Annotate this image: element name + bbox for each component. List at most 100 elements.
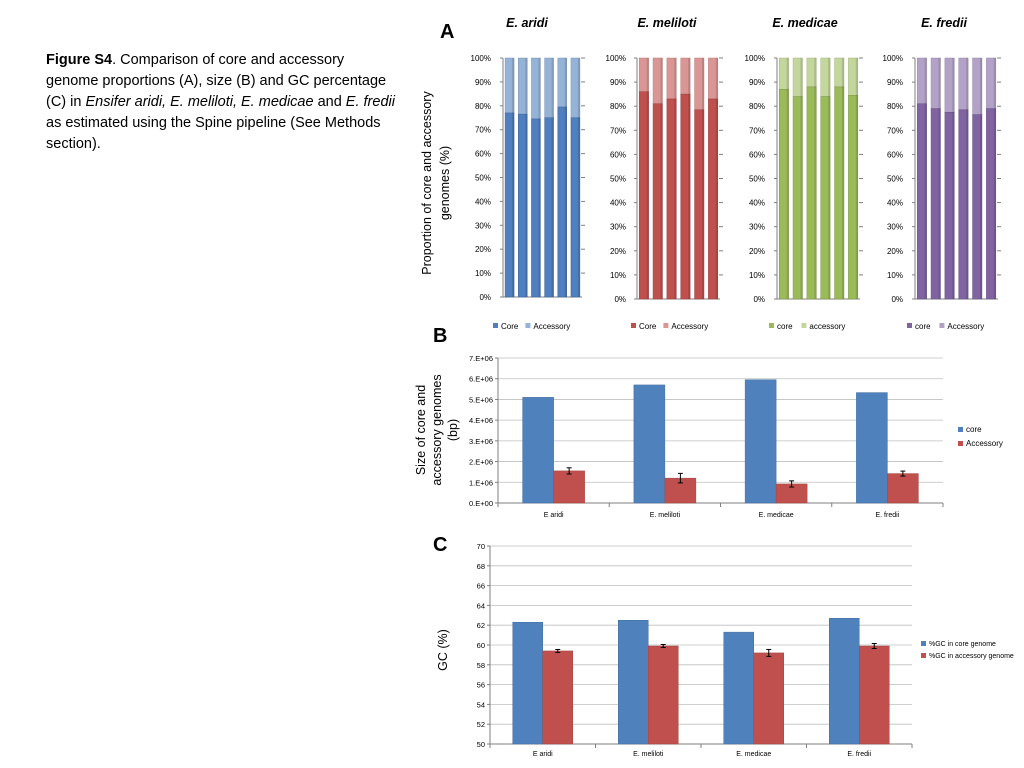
- legend-swatch-accessory: [525, 323, 531, 328]
- figure-label: Figure S4: [46, 52, 113, 68]
- panel-c-chart: 50 52 54 56 58 60 62 64 66 68 70 E aridi E. meliloti…: [477, 542, 1014, 758]
- core-bar: [834, 86, 845, 300]
- core-bar: [986, 108, 997, 300]
- core-bar: [633, 384, 666, 504]
- y-tick-label: 56: [477, 681, 485, 690]
- y-tick-label: 0%: [614, 295, 626, 304]
- subchart-title: E. meliloti: [637, 16, 697, 30]
- y-tick-label: 4.E+06: [469, 416, 493, 425]
- y-tick-label: 64: [477, 601, 485, 610]
- y-tick-label: 80%: [475, 102, 491, 111]
- y-tick-label: 40%: [475, 197, 491, 206]
- y-tick-label: 10%: [475, 269, 491, 278]
- y-tick-label: 1.E+06: [469, 478, 493, 487]
- y-tick-label: 0.E+00: [469, 499, 493, 508]
- y-tick-label: 70: [477, 542, 485, 551]
- y-tick-label: 100%: [745, 54, 765, 63]
- category-label: E aridi: [544, 512, 564, 519]
- core-bar: [723, 631, 754, 745]
- core-bar: [820, 96, 831, 300]
- bar-shade: [564, 58, 567, 297]
- panel-b-ylabel-2: accessory genomes: [430, 374, 444, 485]
- legend-swatch-core: [769, 323, 774, 328]
- panel-label-b: B: [433, 325, 447, 347]
- accessory-bar: [859, 645, 890, 745]
- subchart-1: E. aridi 0% 10% 20% 30% 40% 50% 60% 70% 80% 90% 100…: [471, 16, 585, 331]
- y-tick-label: 50%: [475, 174, 491, 183]
- y-tick-label: 60%: [887, 150, 903, 159]
- category-label: E. medicae: [759, 512, 794, 519]
- legend-swatch-core: [907, 323, 912, 328]
- bar-shade: [841, 58, 844, 299]
- legend-label-core: core: [777, 322, 793, 331]
- y-tick-label: 80%: [887, 102, 903, 111]
- subchart-title: E. medicae: [772, 16, 837, 30]
- y-tick-label: 60%: [749, 150, 765, 159]
- bar-shade: [688, 58, 691, 299]
- y-tick-label: 90%: [749, 78, 765, 87]
- y-tick-label: 58: [477, 661, 485, 670]
- accessory-bar: [542, 650, 573, 745]
- y-tick-label: 90%: [887, 78, 903, 87]
- subchart-2: E. meliloti 0% 10% 20% 30% 40% 50% 60% 70% 80% 90%…: [606, 16, 723, 331]
- bar-shade: [952, 58, 955, 299]
- y-tick-label: 0%: [479, 293, 491, 302]
- panel-b-chart: 0.E+00 1.E+06 2.E+06 3.E+06 4.E+06 5.E+06 6.E+…: [469, 354, 1003, 519]
- y-tick-label: 20%: [475, 245, 491, 254]
- bar-shade: [538, 58, 541, 297]
- panel-label-c: C: [433, 534, 447, 556]
- y-tick-label: 62: [477, 621, 485, 630]
- legend-label-core: core: [915, 322, 931, 331]
- legend-label-accessory: Accessory: [947, 322, 984, 331]
- panel-b-ylabel: Size of core and: [414, 385, 428, 475]
- legend-swatch-core: [631, 323, 636, 328]
- bar-shade: [938, 58, 941, 299]
- core-bar: [652, 103, 663, 300]
- caption-fredii: E. fredii: [345, 94, 395, 110]
- y-tick-label: 50: [477, 740, 485, 749]
- bar-shade: [525, 58, 528, 297]
- y-tick-label: 30%: [610, 223, 626, 232]
- core-bar: [504, 112, 515, 298]
- y-tick-label: 70%: [887, 126, 903, 135]
- bar-shade: [979, 58, 982, 299]
- y-tick-label: 0%: [891, 295, 903, 304]
- bar-shade: [924, 58, 927, 299]
- core-bar: [944, 111, 955, 300]
- subchart-4: E. fredii 0% 10% 20% 30% 40% 50% 60% 70% 80% 90% 10…: [883, 16, 1001, 331]
- y-tick-label: 68: [477, 562, 485, 571]
- core-bar: [531, 118, 541, 298]
- panel-label-a: A: [440, 21, 454, 43]
- core-bar: [829, 618, 860, 745]
- legend-label-core: Core: [501, 322, 519, 331]
- core-bar: [806, 86, 817, 300]
- y-tick-label: 80%: [749, 102, 765, 111]
- core-bar: [638, 91, 649, 300]
- y-tick-label: 30%: [749, 223, 765, 232]
- y-tick-label: 20%: [887, 247, 903, 256]
- y-tick-label: 70%: [610, 126, 626, 135]
- panel-a-ylabel-2: genomes (%): [438, 146, 452, 220]
- y-tick-label: 7.E+06: [469, 354, 493, 363]
- legend-swatch-accessory: [663, 323, 669, 328]
- accessory-bar: [753, 652, 784, 745]
- panel-a-ylabel: Proportion of core and accessory: [420, 91, 434, 275]
- core-bar: [522, 397, 554, 504]
- core-bar: [708, 98, 719, 300]
- y-tick-label: 100%: [606, 54, 626, 63]
- category-label: E aridi: [533, 751, 553, 758]
- y-tick-label: 90%: [610, 78, 626, 87]
- legend-label: core: [966, 425, 982, 434]
- bar-shade: [512, 58, 515, 297]
- bar-shade: [966, 58, 969, 299]
- y-tick-label: 66: [477, 582, 485, 591]
- core-bar: [848, 95, 859, 300]
- legend-swatch-accessory: [801, 323, 807, 328]
- category-label: E. meliloti: [650, 512, 681, 519]
- y-tick-label: 0%: [753, 295, 765, 304]
- y-tick-label: 60%: [610, 150, 626, 159]
- y-tick-label: 6.E+06: [469, 375, 493, 384]
- core-bar: [792, 96, 803, 300]
- y-tick-label: 50%: [749, 175, 765, 184]
- y-tick-label: 2.E+06: [469, 458, 493, 467]
